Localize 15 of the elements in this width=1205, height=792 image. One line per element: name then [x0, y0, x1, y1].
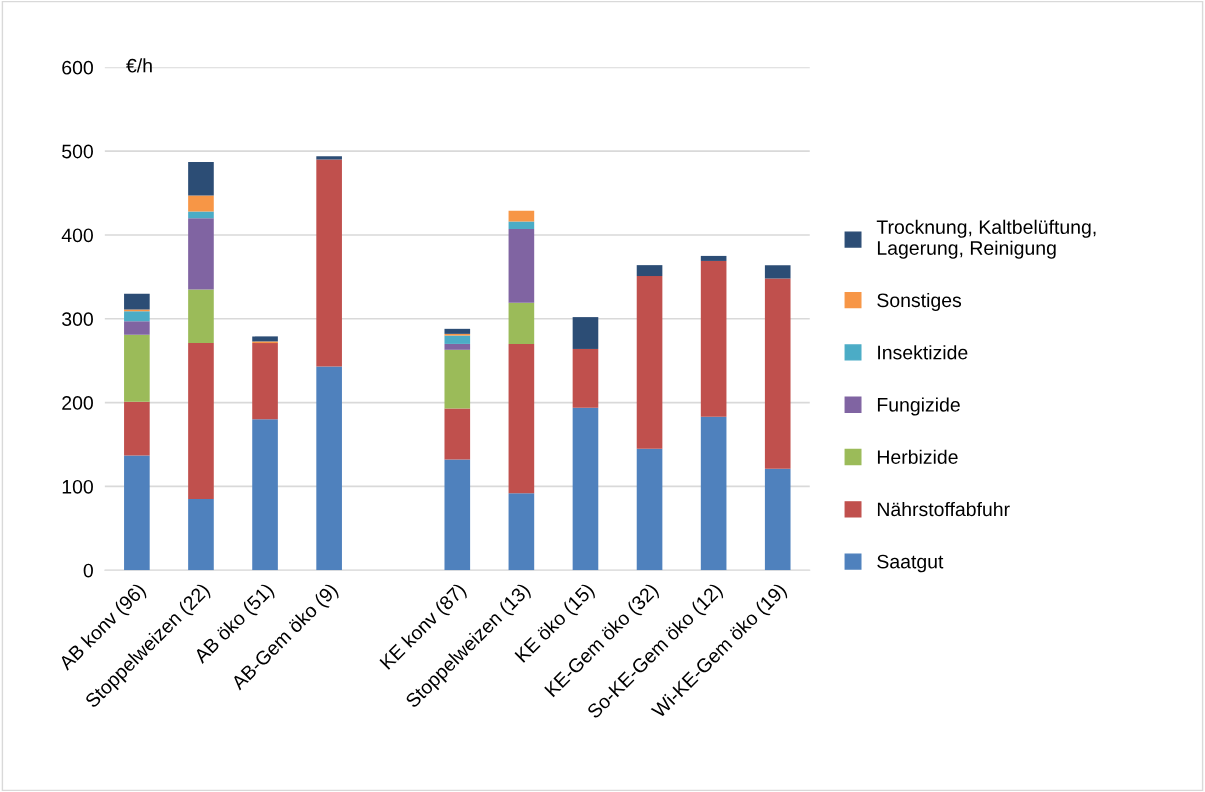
y-tick-label: 300 — [62, 312, 93, 327]
legend-label: Nährstoffabfuhr — [877, 501, 1010, 517]
y-tick-label: 200 — [62, 396, 93, 410]
legend-label: Fungizide — [877, 397, 960, 416]
y-tick-label: 600 — [62, 60, 93, 75]
legend-label: Herbizide — [877, 449, 958, 464]
y-tick-label: 500 — [62, 144, 93, 159]
legend-label: Trocknung, Kaltbelüftung, Lagerung, Reinigung — [876, 219, 1096, 259]
legend-label: Saatgut — [877, 554, 944, 573]
y-tick-label: 400 — [61, 228, 93, 243]
y-axis-title: €/h — [126, 58, 152, 73]
y-tick-label: 100 — [62, 479, 93, 494]
legend-label: Insektizide — [878, 345, 968, 360]
y-tick-label: 0 — [83, 563, 93, 578]
legend-label: Sonstiges — [877, 292, 962, 312]
